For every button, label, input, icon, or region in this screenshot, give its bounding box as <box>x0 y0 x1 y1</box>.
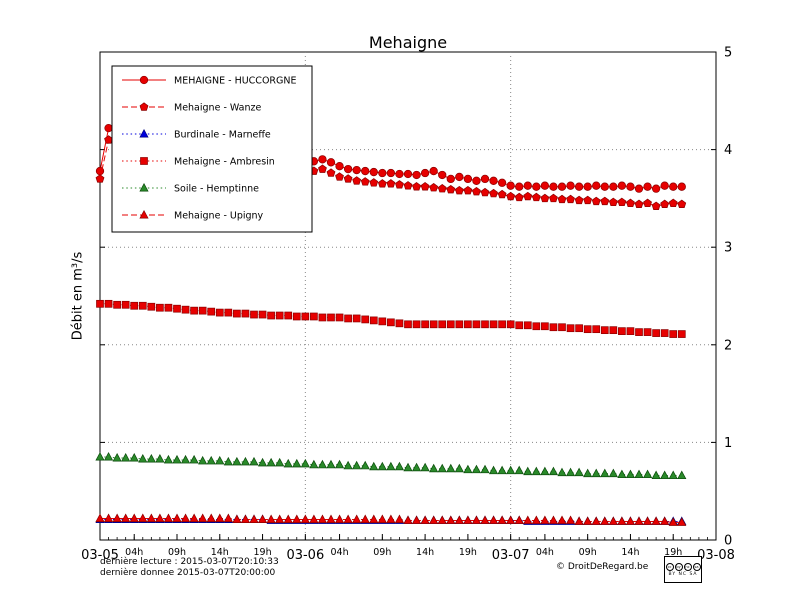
chart-title: Mehaigne <box>368 33 448 52</box>
cc-license-text: BY NC SA <box>668 571 698 577</box>
legend-label: Burdinale - Marneffe <box>174 130 271 141</box>
y-tick-label: 0 <box>724 534 732 549</box>
legend: MEHAIGNE - HUCCORGNE Mehaigne - Wanze Burd… <box>111 65 313 233</box>
legend-label: Mehaigne - Upigny <box>174 211 264 222</box>
x-tick-label: 03-06 <box>286 548 324 563</box>
cc-icon: cc <box>665 562 674 571</box>
x-tick-label: 04h <box>331 547 349 558</box>
x-tick-label: 14h <box>621 547 639 558</box>
series-soile-hemptinne <box>95 452 687 480</box>
cc-sa-icon: sa <box>692 562 701 571</box>
legend-label: Mehaigne - Wanze <box>174 103 262 114</box>
y-tick-label: 2 <box>724 338 732 353</box>
series-mehaigne-ambresin <box>96 299 686 338</box>
x-tick-label: 03-08 <box>697 548 735 563</box>
cc-by-icon: by <box>674 562 683 571</box>
x-tick-label: 09h <box>168 547 186 558</box>
legend-label: MEHAIGNE - HUCCORGNE <box>174 76 297 87</box>
x-tick-label: 04h <box>125 547 143 558</box>
y-tick-label: 5 <box>724 46 732 61</box>
gridlines <box>100 52 716 540</box>
x-axis: 03-05 04h 09h 14h 19h 03-06 04h 09h 14h 19h 03-07 0… <box>81 534 735 563</box>
footnote-last-reading: dernière lecture : 2015-03-07T20:10:33 <box>100 557 279 567</box>
cc-license-badge: cc by nc sa BY NC SA <box>664 556 702 583</box>
x-tick-label: 19h <box>254 547 272 558</box>
x-tick-label: 14h <box>416 547 434 558</box>
cc-icons-row: cc by nc sa <box>665 562 701 571</box>
x-tick-label: 14h <box>211 547 229 558</box>
y-tick-label: 4 <box>724 143 732 158</box>
x-tick-label: 19h <box>459 547 477 558</box>
legend-label: Mehaigne - Ambresin <box>174 157 275 168</box>
legend-label: Soile - Hemptinne <box>174 184 259 195</box>
x-tick-label: 04h <box>536 547 554 558</box>
y-axis: 0 1 2 3 4 5 <box>100 46 732 549</box>
series-mehaigne-upigny <box>95 513 687 526</box>
y-tick-label: 3 <box>724 241 732 256</box>
footnote-last-data: dernière donnee 2015-03-07T20:00:00 <box>100 568 276 578</box>
x-tick-label: 09h <box>579 547 597 558</box>
copyright-text: © DroitDeRegard.be <box>556 562 649 572</box>
x-tick-label: 03-07 <box>492 548 530 563</box>
x-tick-label: 03-05 <box>81 548 119 563</box>
x-tick-label: 09h <box>373 547 391 558</box>
cc-nc-icon: nc <box>683 562 692 571</box>
x-tick-label: 19h <box>664 547 682 558</box>
y-tick-label: 1 <box>724 436 732 451</box>
